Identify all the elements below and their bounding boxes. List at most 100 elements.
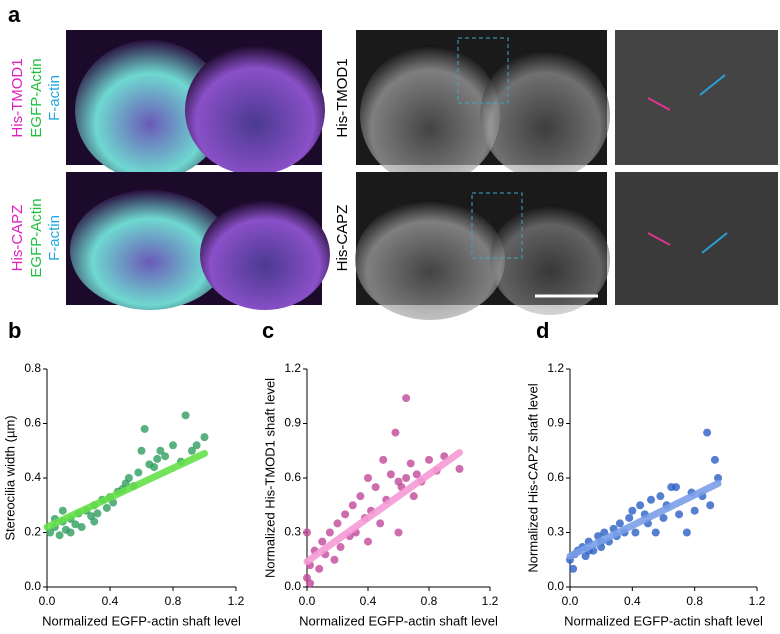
point [714, 474, 723, 482]
point [330, 555, 339, 564]
y-title-group: Normalized His-CAPZ shaft level [525, 383, 540, 572]
point [333, 519, 342, 528]
point [90, 517, 99, 526]
y-axis-title: Normalized His-CAPZ shaft level [525, 383, 540, 572]
y-tick-label: 0.8 [24, 361, 41, 375]
x-axis-title: Normalized EGFP-actin shaft level [42, 613, 241, 628]
x-axis-title: Normalized EGFP-actin shaft level [299, 613, 498, 628]
point [66, 528, 75, 537]
y-tick-label: 0.3 [284, 525, 301, 539]
point [412, 470, 421, 479]
point [675, 510, 684, 519]
y-axis-title: Stereocilia width (µm) [2, 415, 17, 540]
point [124, 474, 133, 482]
point [636, 501, 645, 510]
y-tick-label: 0.2 [24, 525, 41, 539]
point [46, 528, 55, 537]
point [169, 441, 177, 450]
point [192, 441, 201, 450]
point [671, 483, 680, 492]
point [161, 452, 170, 461]
point [371, 483, 380, 492]
x-axis-title: Normalized EGFP-actin shaft level [564, 613, 763, 628]
point [336, 543, 345, 552]
panel-label: b [8, 318, 21, 343]
x-tick-label: 1.2 [482, 594, 499, 608]
point [156, 446, 165, 455]
panel-label: a [8, 2, 21, 27]
x-tick-label: 0.4 [360, 594, 377, 608]
point [341, 510, 350, 519]
point [200, 433, 209, 442]
x-tick-label: 0.0 [39, 594, 56, 608]
point [406, 459, 415, 468]
point [682, 528, 691, 537]
panel-label: d [536, 318, 549, 343]
x-tick-label: 1.2 [749, 594, 766, 608]
point [379, 455, 388, 464]
image-label: His-CAPZ [9, 205, 26, 272]
point [303, 528, 311, 537]
image-label: His-CAPZ [334, 205, 351, 272]
point [315, 564, 324, 573]
point [651, 528, 660, 537]
y-tick-label: 0.6 [284, 470, 301, 484]
microscopy-images [66, 30, 778, 320]
point [402, 394, 411, 403]
image-label: His-TMOD1 [334, 58, 351, 137]
point [93, 509, 102, 518]
x-tick-label: 0.0 [562, 594, 579, 608]
point [348, 501, 357, 510]
point [134, 468, 143, 477]
fit-line [43, 449, 208, 531]
point [659, 513, 668, 522]
point [409, 492, 418, 501]
y-tick-label: 0.0 [284, 579, 301, 593]
panel-label: c [262, 318, 274, 343]
point [706, 501, 715, 510]
point [625, 513, 634, 522]
y-title-group: Stereocilia width (µm) [2, 415, 17, 540]
point [394, 528, 403, 537]
point [386, 470, 395, 479]
x-tick-label: 1.2 [228, 594, 245, 608]
point [306, 579, 315, 588]
y-tick-label: 0.6 [24, 416, 41, 430]
point [391, 428, 400, 437]
y-title-group: Normalized His-TMOD1 shaft level [262, 378, 277, 578]
y-tick-label: 0.0 [24, 579, 41, 593]
point [631, 528, 640, 537]
point [325, 528, 334, 537]
image-label: His-TMOD1 [9, 58, 26, 137]
y-tick-label: 1.2 [284, 361, 301, 375]
point [356, 492, 365, 501]
point [187, 446, 196, 455]
point [58, 506, 67, 515]
x-tick-label: 0.8 [686, 594, 703, 608]
point [318, 537, 327, 546]
image-label: EGFP-Actin [28, 58, 45, 137]
point [150, 463, 159, 472]
point [656, 492, 665, 501]
y-axis-title: Normalized His-TMOD1 shaft level [262, 378, 277, 578]
y-tick-label: 0.6 [547, 470, 564, 484]
y-tick-label: 0.0 [547, 579, 564, 593]
point [137, 446, 146, 455]
y-tick-label: 1.2 [547, 361, 564, 375]
y-tick-label: 0.9 [284, 416, 301, 430]
image-label: F-actin [46, 215, 63, 261]
point [77, 523, 86, 532]
point [569, 564, 578, 573]
point [690, 506, 699, 515]
point [402, 474, 411, 482]
image-label: F-actin [46, 75, 63, 121]
point [364, 474, 372, 482]
x-tick-label: 0.4 [624, 594, 641, 608]
point [153, 454, 162, 463]
point [140, 424, 149, 433]
y-tick-label: 0.9 [547, 416, 564, 430]
point [181, 411, 190, 420]
fit-line [303, 449, 463, 566]
point [615, 519, 624, 528]
